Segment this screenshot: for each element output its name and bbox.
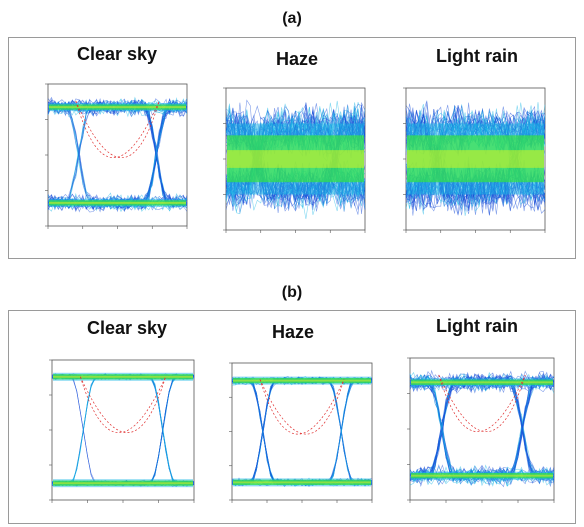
- panel-label-a: (a): [282, 10, 302, 27]
- plot-title-a-clear-sky: Clear sky: [76, 44, 158, 64]
- eye-diagram-a-light-rain: [403, 87, 546, 233]
- eye-traces: [231, 376, 373, 488]
- plot-title-a-haze: Haze: [275, 49, 319, 69]
- plot-title-a-light-rain: Light rain: [436, 46, 518, 66]
- eye-traces: [405, 100, 546, 216]
- eye-diagram-a-clear-sky: [45, 83, 188, 229]
- eye-diagram-a-haze: [223, 87, 366, 233]
- eye-diagram-b-haze: [229, 362, 373, 503]
- plot-title-b-clear-sky: Clear sky: [86, 318, 168, 338]
- eye-traces: [51, 372, 195, 488]
- plot-title-b-haze: Haze: [271, 322, 315, 342]
- plot-title-b-light-rain: Light rain: [436, 316, 518, 336]
- panel-label-b: (b): [281, 284, 303, 301]
- eye-traces: [225, 99, 366, 220]
- eye-traces: [409, 369, 555, 488]
- eye-traces: [47, 96, 188, 213]
- eye-diagram-b-light-rain: [407, 357, 555, 503]
- eye-diagram-b-clear-sky: [49, 359, 195, 503]
- plot-frame: [51, 359, 195, 501]
